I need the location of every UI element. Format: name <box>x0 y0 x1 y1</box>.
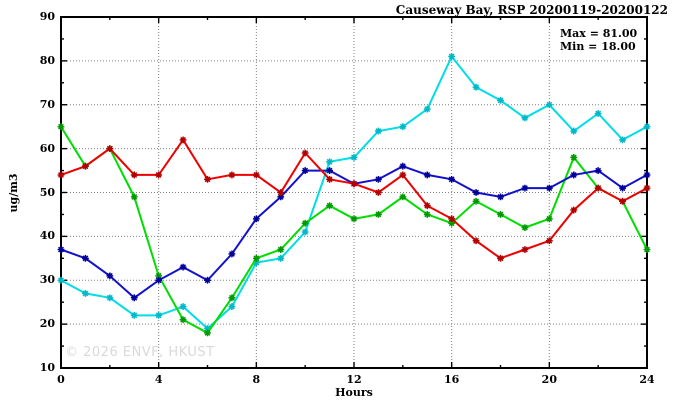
blue-line-markers <box>57 162 651 302</box>
y-tick-label: 40 <box>39 229 55 243</box>
y-tick-label: 80 <box>39 53 55 67</box>
x-axis-label: Hours <box>335 386 373 399</box>
y-tick-label: 30 <box>39 273 55 287</box>
chart-title: Causeway Bay, RSP 20200119-20200122 <box>395 3 668 17</box>
y-tick-label: 20 <box>39 317 55 331</box>
x-tick-label: 12 <box>346 373 362 386</box>
tick-marks <box>60 16 648 369</box>
max-min-annotation: Max = 81.00 Min = 18.00 <box>560 27 637 53</box>
y-tick-label: 60 <box>39 141 55 155</box>
x-tick-label: 24 <box>639 373 655 386</box>
red-line-markers <box>57 136 651 262</box>
x-tick-label: 0 <box>57 373 65 386</box>
y-tick-label: 10 <box>39 361 55 374</box>
min-value-label: Min = 18.00 <box>560 40 636 53</box>
y-tick-label: 70 <box>39 97 55 111</box>
series-red-line <box>57 136 651 262</box>
y-tick-label: 50 <box>39 185 55 199</box>
x-tick-label: 20 <box>541 373 557 386</box>
x-tick-label: 8 <box>252 373 261 386</box>
max-value-label: Max = 81.00 <box>560 27 638 40</box>
cyan-line-markers <box>57 53 651 332</box>
x-tick-label: 16 <box>444 373 460 386</box>
series-cyan-line <box>57 53 651 332</box>
y-tick-label: 90 <box>39 10 55 23</box>
x-tick-label: 4 <box>154 373 163 386</box>
copyright-watermark: © 2026 ENVF, HKUST <box>65 345 215 360</box>
